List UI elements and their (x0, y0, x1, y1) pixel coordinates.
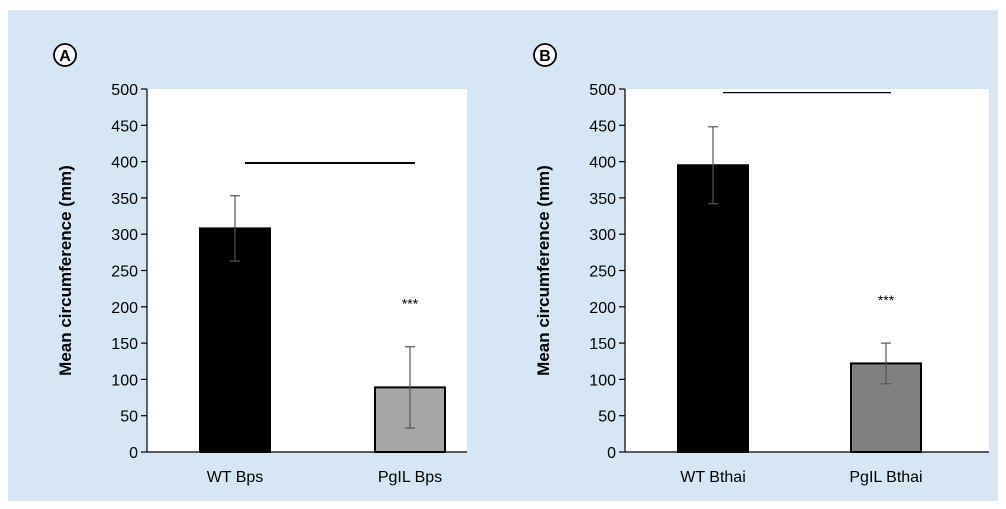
y-tick-label: 50 (598, 409, 616, 426)
y-tick-label: 500 (111, 82, 138, 99)
y-tick-label: 150 (111, 336, 138, 353)
y-tick-label: 250 (589, 264, 616, 281)
y-tick-label: 100 (589, 372, 616, 389)
significance-label: *** (878, 292, 895, 308)
y-tick-label: 400 (111, 155, 138, 172)
y-axis-label: Mean circumference (mm) (56, 165, 75, 376)
panel-label-circle (53, 43, 77, 67)
y-tick-label: 450 (111, 118, 138, 135)
y-tick-label: 200 (589, 300, 616, 317)
bar (199, 227, 271, 453)
x-tick-label: WT Bps (207, 469, 264, 486)
y-tick-label: 100 (111, 372, 138, 389)
y-tick-label: 350 (589, 191, 616, 208)
y-tick-label: 350 (111, 191, 138, 208)
figure-background: A 0 50 100 150 200 250 300 350 400 450 500 Mean circ… (8, 10, 998, 501)
y-tick-label: 450 (589, 118, 616, 135)
y-tick-label: 150 (589, 336, 616, 353)
significance-label: *** (402, 296, 419, 312)
x-tick-label: PgIL Bps (378, 469, 442, 486)
panel-label: B (539, 48, 551, 65)
y-tick-label: 400 (589, 155, 616, 172)
y-tick-label: 300 (111, 227, 138, 244)
y-tick-label: 0 (129, 445, 138, 462)
chart-panel-b: B 0 50 100 150 200 250 300 350 400 450 500 Mean circ… (533, 43, 989, 486)
panel-label-circle (533, 43, 557, 67)
x-tick-label: WT Bthai (680, 469, 746, 486)
y-tick-label: 50 (120, 409, 138, 426)
y-tick-label: 0 (607, 445, 616, 462)
y-tick-label: 500 (589, 82, 616, 99)
panel-label: A (59, 48, 71, 65)
x-tick-label: PgIL Bthai (849, 469, 922, 486)
chart-panel-a: A 0 50 100 150 200 250 300 350 400 450 500 Mean circ… (53, 43, 467, 486)
bar (677, 164, 749, 453)
y-axis-label: Mean circumference (mm) (534, 165, 553, 376)
y-tick-label: 250 (111, 264, 138, 281)
y-tick-label: 200 (111, 300, 138, 317)
y-tick-label: 300 (589, 227, 616, 244)
